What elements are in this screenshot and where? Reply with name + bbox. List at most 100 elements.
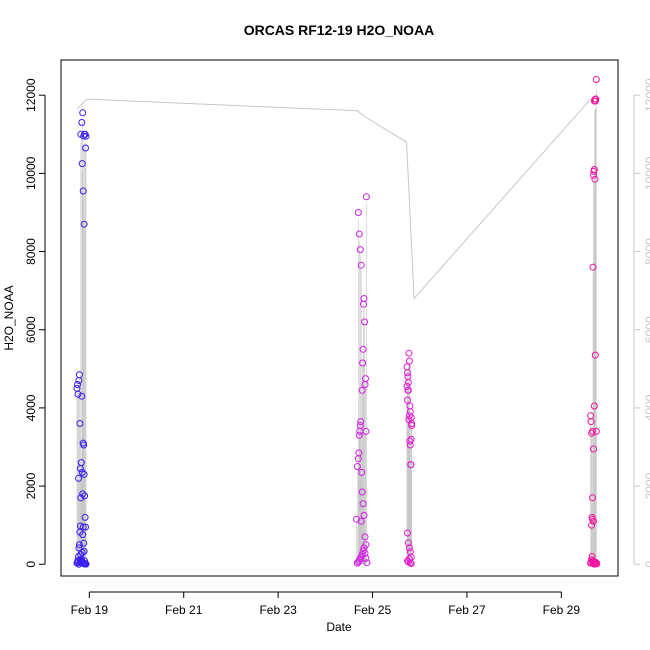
data-point bbox=[75, 474, 82, 482]
x-tick-label: Feb 21 bbox=[165, 603, 203, 617]
data-point bbox=[407, 461, 415, 469]
data-point bbox=[362, 554, 370, 562]
data-point bbox=[359, 359, 367, 367]
data-point bbox=[405, 349, 413, 357]
series-line bbox=[76, 94, 598, 300]
data-point bbox=[82, 523, 89, 531]
data-point bbox=[78, 119, 86, 126]
y-tick-label: 6000 bbox=[24, 316, 38, 343]
data-point bbox=[590, 402, 598, 410]
x-tick-label: Feb 23 bbox=[259, 603, 297, 617]
data-point bbox=[590, 166, 598, 173]
data-point bbox=[358, 386, 366, 394]
data-point bbox=[80, 547, 88, 555]
data-point bbox=[404, 379, 412, 386]
data-point bbox=[404, 373, 412, 381]
data-point bbox=[358, 488, 366, 496]
data-point bbox=[592, 76, 600, 83]
data-point bbox=[81, 513, 89, 521]
data-point bbox=[75, 371, 83, 379]
data-point bbox=[357, 418, 365, 426]
y2-tick-label: 6000 bbox=[643, 316, 650, 343]
data-point bbox=[361, 318, 368, 326]
data-point bbox=[78, 392, 86, 400]
plot-area bbox=[73, 76, 601, 568]
data-point bbox=[79, 187, 87, 195]
y-tick-label: 2000 bbox=[24, 472, 38, 499]
plot-frame bbox=[60, 59, 619, 577]
data-point bbox=[358, 468, 366, 476]
data-point bbox=[81, 492, 89, 500]
data-point bbox=[356, 427, 364, 435]
data-point bbox=[405, 544, 413, 552]
data-point bbox=[362, 427, 370, 435]
data-point bbox=[355, 230, 363, 238]
y-axis: 0 2000 4000 6000 8000 10000 12000 bbox=[24, 78, 46, 568]
data-point bbox=[76, 420, 84, 427]
data-point bbox=[406, 559, 414, 567]
data-point bbox=[359, 500, 367, 508]
y2-tick-label: 10000 bbox=[643, 156, 650, 190]
y-tick-label: 4000 bbox=[24, 394, 38, 421]
data-point bbox=[591, 95, 599, 103]
data-point bbox=[589, 427, 596, 435]
data-point bbox=[78, 558, 86, 565]
y-tick-label: 10000 bbox=[24, 156, 38, 190]
data-point bbox=[79, 523, 87, 531]
data-point bbox=[405, 357, 413, 365]
y2-tick-label: 4000 bbox=[643, 394, 650, 421]
data-point bbox=[590, 445, 597, 453]
data-point bbox=[82, 132, 90, 140]
data-point bbox=[591, 175, 599, 183]
data-point bbox=[587, 412, 595, 420]
chart-title: ORCAS RF12-19 H2O_NOAA bbox=[244, 22, 435, 38]
y2-tick-label: 0 bbox=[643, 561, 650, 568]
data-point bbox=[593, 560, 601, 568]
data-point bbox=[82, 144, 89, 152]
data-point bbox=[80, 220, 88, 228]
data-point bbox=[406, 437, 414, 445]
y-tick-label: 0 bbox=[24, 561, 38, 568]
data-point bbox=[77, 459, 85, 467]
x-tick-label: Feb 27 bbox=[448, 603, 486, 617]
data-point bbox=[405, 412, 413, 420]
x-axis: Feb 19 Feb 21 Feb 23 Feb 25 Feb 27 Feb 29 bbox=[71, 591, 581, 617]
y-axis-label: H2O_NOAA bbox=[2, 285, 16, 350]
data-point bbox=[78, 160, 86, 168]
data-point bbox=[355, 449, 363, 457]
data-point bbox=[361, 549, 369, 557]
y2-tick-label: 8000 bbox=[643, 238, 650, 265]
data-point bbox=[363, 559, 371, 567]
data-point bbox=[407, 560, 415, 567]
data-point bbox=[589, 494, 596, 502]
data-point bbox=[74, 381, 81, 388]
x-tick-label: Feb 25 bbox=[354, 603, 392, 617]
data-point bbox=[79, 559, 87, 567]
data-point bbox=[407, 435, 415, 443]
data-point bbox=[356, 422, 364, 429]
data-point bbox=[78, 468, 86, 476]
data-point bbox=[407, 414, 415, 422]
data-point bbox=[354, 209, 362, 216]
data-point bbox=[404, 396, 411, 404]
data-point bbox=[355, 431, 363, 439]
data-point bbox=[592, 427, 600, 435]
data-point bbox=[362, 193, 370, 201]
y2-tick-label: 2000 bbox=[643, 472, 650, 499]
data-point bbox=[404, 539, 412, 547]
data-point bbox=[353, 515, 360, 523]
data-point bbox=[590, 517, 597, 525]
data-point bbox=[357, 261, 365, 269]
data-point bbox=[404, 369, 411, 377]
data-point bbox=[79, 531, 87, 539]
data-point bbox=[79, 490, 87, 498]
data-point bbox=[80, 470, 88, 478]
y2-axis: 0 2000 4000 6000 8000 10000 12000 bbox=[633, 78, 650, 568]
data-point bbox=[80, 441, 88, 449]
data-point bbox=[362, 375, 369, 383]
data-point bbox=[79, 109, 87, 117]
x-tick-label: Feb 29 bbox=[543, 603, 581, 617]
data-point bbox=[361, 533, 369, 541]
data-point bbox=[589, 263, 597, 271]
